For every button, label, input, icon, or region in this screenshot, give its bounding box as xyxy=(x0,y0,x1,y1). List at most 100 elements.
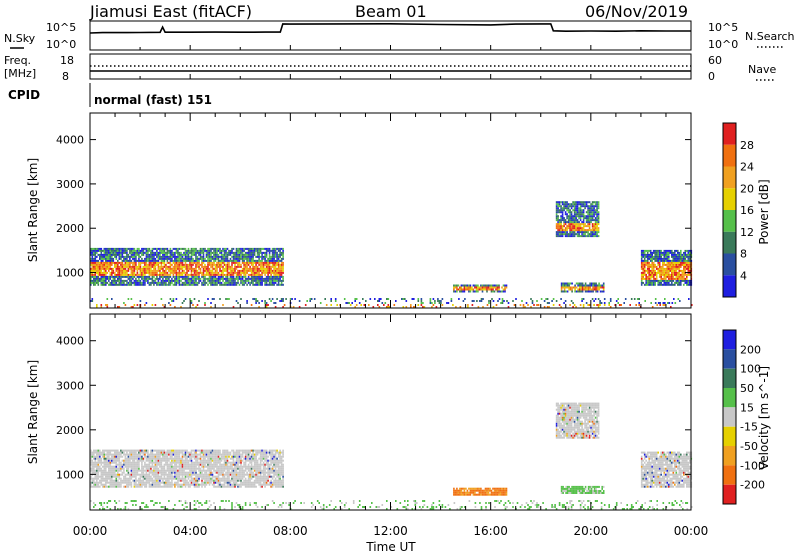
scatter-cell xyxy=(561,219,564,222)
scatter-cell xyxy=(183,265,185,268)
scatter-cell xyxy=(151,469,154,472)
scatter-cell xyxy=(160,453,163,456)
scatter-cell xyxy=(557,233,559,236)
scatter-cell xyxy=(195,471,197,474)
scatter-cell xyxy=(587,223,589,226)
scatter-cell xyxy=(147,473,149,476)
scatter-cell xyxy=(198,251,200,254)
scatter-cell xyxy=(162,467,164,470)
scatter-cell xyxy=(557,223,559,226)
scatter-cell xyxy=(596,219,598,222)
scatter-cell xyxy=(279,300,281,302)
scatter-cell xyxy=(213,281,215,284)
scatter-cell xyxy=(160,449,163,452)
scatter-cell xyxy=(662,283,664,286)
scatter-cell xyxy=(226,263,229,266)
scatter-cell xyxy=(186,277,188,280)
scatter-cell xyxy=(91,247,94,250)
scatter-cell xyxy=(129,461,131,464)
scatter-cell xyxy=(133,473,136,476)
scatter-cell xyxy=(250,255,253,258)
scatter-cell xyxy=(153,485,155,488)
scatter-cell xyxy=(675,265,678,268)
scatter-cell xyxy=(141,261,143,264)
scatter-cell xyxy=(109,251,112,254)
scatter-cell xyxy=(652,281,655,284)
scatter-cell xyxy=(90,253,92,256)
scatter-cell xyxy=(271,255,274,258)
scatter-cell xyxy=(166,457,169,460)
scatter-cell xyxy=(597,223,600,226)
scatter-cell xyxy=(440,302,442,304)
scatter-cell xyxy=(160,265,163,268)
scatter-cell xyxy=(591,227,594,230)
scatter-cell xyxy=(496,284,499,287)
scatter-cell xyxy=(563,302,565,304)
scatter-cell xyxy=(181,459,184,462)
scatter-cell xyxy=(569,286,572,289)
scatter-cell xyxy=(204,302,206,304)
scatter-cell xyxy=(599,286,602,289)
scatter-cell xyxy=(184,247,187,250)
scatter-cell xyxy=(165,481,167,484)
scatter-cell xyxy=(652,251,655,254)
scatter-cell xyxy=(151,471,154,474)
scatter-cell xyxy=(172,247,175,250)
scatter-cell xyxy=(127,273,130,276)
scatter-cell xyxy=(576,227,579,230)
scatter-cell xyxy=(213,253,215,256)
scatter-cell xyxy=(576,219,579,222)
scatter-cell xyxy=(192,467,194,470)
scatter-cell xyxy=(112,257,115,260)
scatter-cell xyxy=(264,259,266,262)
scatter-cell xyxy=(223,259,226,262)
freq-right-tick-bottom: 0 xyxy=(708,70,715,83)
scatter-cell xyxy=(686,249,688,252)
scatter-cell xyxy=(99,465,101,468)
scatter-cell xyxy=(670,306,672,308)
scatter-cell xyxy=(93,261,95,264)
scatter-cell xyxy=(265,265,268,268)
scatter-cell xyxy=(663,273,666,276)
scatter-cell xyxy=(148,269,151,272)
scatter-cell xyxy=(454,284,457,287)
scatter-cell xyxy=(133,455,136,458)
scatter-cell xyxy=(144,265,146,268)
scatter-cell xyxy=(132,247,134,250)
scatter-cell xyxy=(159,461,161,464)
scatter-cell xyxy=(172,267,175,270)
scatter-cell xyxy=(193,483,196,486)
scatter-cell xyxy=(219,273,221,276)
scatter-cell xyxy=(151,473,154,476)
scatter-cell xyxy=(195,261,197,264)
scatter-cell xyxy=(572,302,574,304)
scatter-cell xyxy=(193,267,196,270)
scatter-cell xyxy=(199,459,202,462)
scatter-cell xyxy=(210,279,212,282)
scatter-cell xyxy=(241,269,244,272)
scatter-cell xyxy=(129,449,131,452)
scatter-cell xyxy=(159,261,161,264)
scatter-cell xyxy=(133,471,136,474)
scatter-cell xyxy=(166,273,169,276)
scatter-cell xyxy=(108,267,110,270)
scatter-cell xyxy=(133,271,136,274)
scatter-cell xyxy=(192,257,194,260)
scatter-cell xyxy=(189,451,191,454)
scatter-cell xyxy=(195,467,197,470)
scatter-cell xyxy=(198,449,200,452)
scatter-cell xyxy=(180,257,182,260)
scatter-cell xyxy=(180,477,182,480)
scatter-cell xyxy=(192,263,194,266)
scatter-cell xyxy=(186,459,188,462)
scatter-cell xyxy=(597,215,600,218)
scatter-cell xyxy=(121,263,124,266)
scatter-cell xyxy=(214,273,217,276)
scatter-cell xyxy=(142,465,145,468)
scatter-cell xyxy=(217,259,220,262)
scatter-cell xyxy=(660,273,662,276)
scatter-cell xyxy=(292,306,295,308)
scatter-cell xyxy=(575,213,577,216)
scatter-cell xyxy=(180,465,182,468)
scatter-cell xyxy=(646,255,649,258)
